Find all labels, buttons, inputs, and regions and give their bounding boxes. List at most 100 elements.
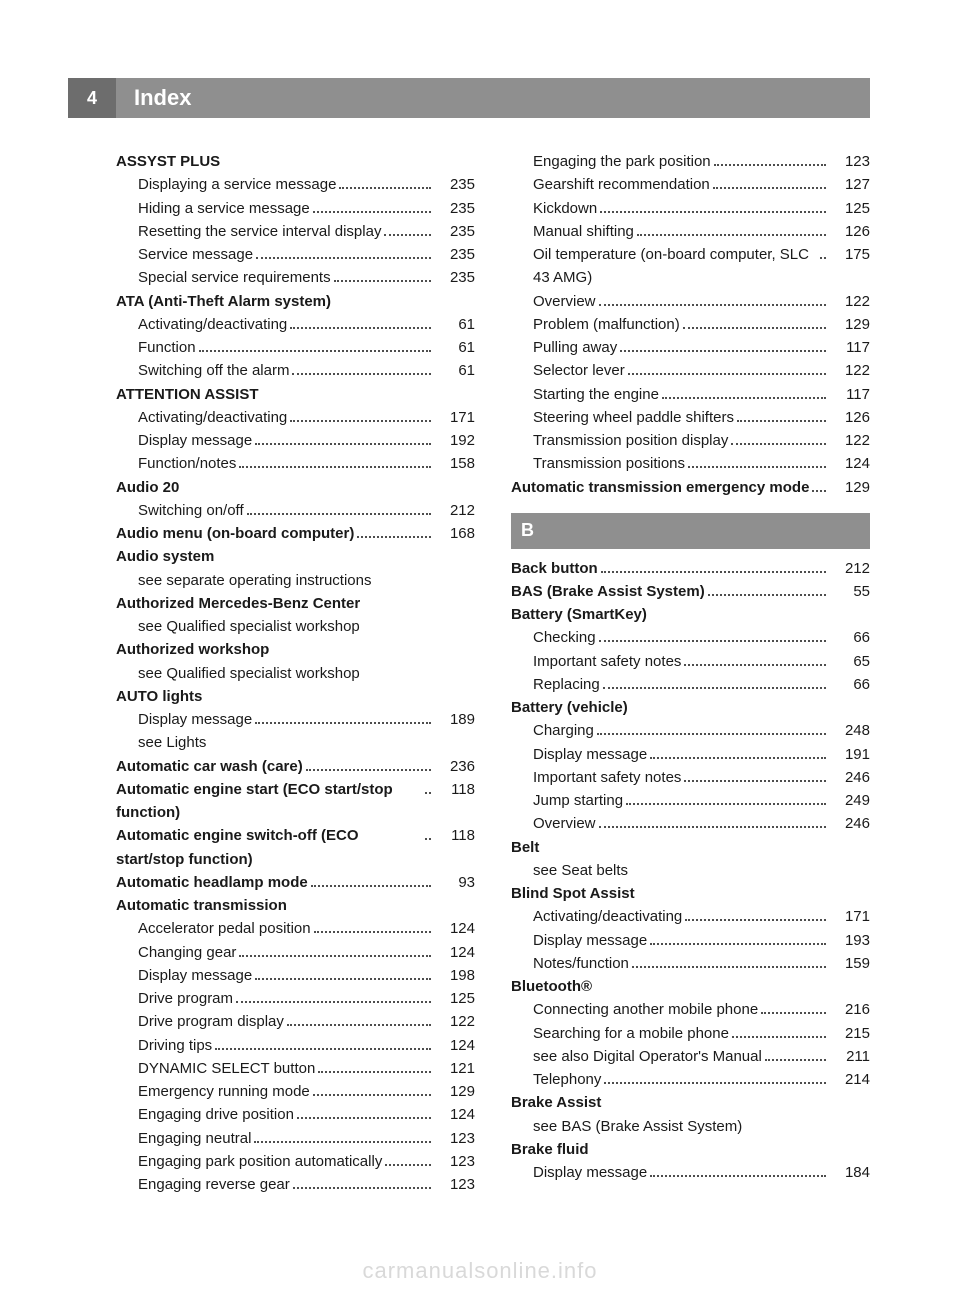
- index-entry-page: 124: [437, 917, 475, 940]
- dot-leader: [688, 455, 826, 469]
- index-entry-page: 235: [437, 173, 475, 196]
- index-entry-label: Emergency running mode: [138, 1080, 310, 1103]
- index-entry-page: 126: [832, 220, 870, 243]
- index-entry-page: 235: [437, 220, 475, 243]
- index-entry: Drive program125: [116, 987, 475, 1010]
- index-columns: ASSYST PLUSDisplaying a service message2…: [116, 150, 870, 1212]
- dot-leader: [603, 675, 826, 689]
- index-entry-page: 123: [832, 150, 870, 173]
- dot-leader: [600, 199, 826, 213]
- dot-leader: [339, 176, 431, 190]
- index-entry-label: Jump starting: [533, 789, 623, 812]
- index-entry: Automatic engine switch-off (ECO start/s…: [116, 824, 475, 871]
- index-entry: Display message191: [511, 743, 870, 766]
- index-entry-label: Problem (malfunction): [533, 313, 680, 336]
- index-entry-label: Audio menu (on-board computer): [116, 522, 354, 545]
- dot-leader: [761, 1001, 826, 1015]
- dot-leader: [334, 269, 431, 283]
- index-entry: Steering wheel paddle shifters126: [511, 406, 870, 429]
- index-entry: Resetting the service interval display 23…: [116, 220, 475, 243]
- index-entry-page: 122: [832, 290, 870, 313]
- index-entry-label: Activating/deactivating: [138, 313, 287, 336]
- index-entry-label: Drive program display: [138, 1010, 284, 1033]
- dot-leader: [650, 745, 826, 759]
- index-entry-page: 246: [832, 766, 870, 789]
- index-entry: Important safety notes65: [511, 650, 870, 673]
- dot-leader: [255, 966, 431, 980]
- dot-leader: [313, 199, 431, 213]
- dot-leader: [650, 1164, 826, 1178]
- index-entry-label: Hiding a service message: [138, 197, 310, 220]
- dot-leader: [604, 1071, 826, 1085]
- index-entry: Engaging reverse gear123: [116, 1173, 475, 1196]
- index-entry: Display message192: [116, 429, 475, 452]
- index-entry: Gearshift recommendation127: [511, 173, 870, 196]
- index-entry: Replacing66: [511, 673, 870, 696]
- dot-leader: [385, 1152, 431, 1166]
- index-entry-label: Manual shifting: [533, 220, 634, 243]
- index-entry-page: 248: [832, 719, 870, 742]
- index-entry-label: Transmission position display: [533, 429, 728, 452]
- index-entry: Display message193: [511, 929, 870, 952]
- dot-leader: [662, 385, 826, 399]
- index-entry-label: Searching for a mobile phone: [533, 1022, 729, 1045]
- dot-leader: [314, 920, 431, 934]
- index-entry: Pulling away117: [511, 336, 870, 359]
- index-entry-label: Display message: [533, 929, 647, 952]
- index-entry-label: Switching off the alarm: [138, 359, 289, 382]
- index-entry-label: Starting the engine: [533, 383, 659, 406]
- index-entry-label: Resetting the service interval display: [138, 220, 381, 243]
- index-entry-label: Overview: [533, 290, 596, 313]
- dot-leader: [254, 1129, 431, 1143]
- dot-leader: [765, 1047, 826, 1061]
- dot-leader: [306, 757, 431, 771]
- index-heading: ATA (Anti-Theft Alarm system): [116, 290, 475, 313]
- dot-leader: [239, 455, 431, 469]
- dot-leader: [683, 315, 826, 329]
- index-entry: Engaging neutral123: [116, 1127, 475, 1150]
- index-entry: Driving tips124: [116, 1034, 475, 1057]
- index-entry-label: Telephony: [533, 1068, 601, 1091]
- dot-leader: [632, 954, 826, 968]
- index-entry-label: DYNAMIC SELECT button: [138, 1057, 315, 1080]
- document-page: 4 Index ASSYST PLUSDisplaying a service …: [0, 0, 960, 1302]
- dot-leader: [292, 362, 431, 376]
- index-entry: Service message235: [116, 243, 475, 266]
- index-entry: Starting the engine117: [511, 383, 870, 406]
- index-entry-page: 216: [832, 998, 870, 1021]
- index-entry-page: 235: [437, 197, 475, 220]
- index-heading: Battery (vehicle): [511, 696, 870, 719]
- index-entry-label: Back button: [511, 557, 598, 580]
- index-entry-label: Selector lever: [533, 359, 625, 382]
- index-entry: Activating/deactivating171: [511, 905, 870, 928]
- index-entry-label: Changing gear: [138, 941, 236, 964]
- index-entry: Special service requirements235: [116, 266, 475, 289]
- index-entry: BAS (Brake Assist System)55: [511, 580, 870, 603]
- dot-leader: [199, 339, 431, 353]
- dot-leader: [293, 1176, 431, 1190]
- dot-leader: [812, 478, 826, 492]
- index-entry: Connecting another mobile phone216: [511, 998, 870, 1021]
- index-entry-label: Engaging drive position: [138, 1103, 294, 1126]
- index-entry-page: 246: [832, 812, 870, 835]
- index-entry-label: Transmission positions: [533, 452, 685, 475]
- index-entry: Activating/deactivating61: [116, 313, 475, 336]
- index-entry-page: 198: [437, 964, 475, 987]
- index-entry-page: 66: [832, 626, 870, 649]
- index-entry: Charging248: [511, 719, 870, 742]
- index-entry-page: 214: [832, 1068, 870, 1091]
- index-entry: Oil temperature (on-board computer, SLC …: [511, 243, 870, 290]
- index-heading: Belt: [511, 836, 870, 859]
- index-entry-page: 175: [832, 243, 870, 266]
- index-entry-label: Display message: [138, 964, 252, 987]
- dot-leader: [685, 908, 826, 922]
- index-entry-page: 118: [437, 824, 475, 847]
- dot-leader: [256, 246, 431, 260]
- index-entry: Displaying a service message235: [116, 173, 475, 196]
- index-entry-label: Activating/deactivating: [533, 905, 682, 928]
- index-entry-label: Steering wheel paddle shifters: [533, 406, 734, 429]
- index-entry-label: Gearshift recommendation: [533, 173, 710, 196]
- index-entry-page: 212: [832, 557, 870, 580]
- dot-leader: [599, 629, 826, 643]
- index-entry-label: Important safety notes: [533, 766, 681, 789]
